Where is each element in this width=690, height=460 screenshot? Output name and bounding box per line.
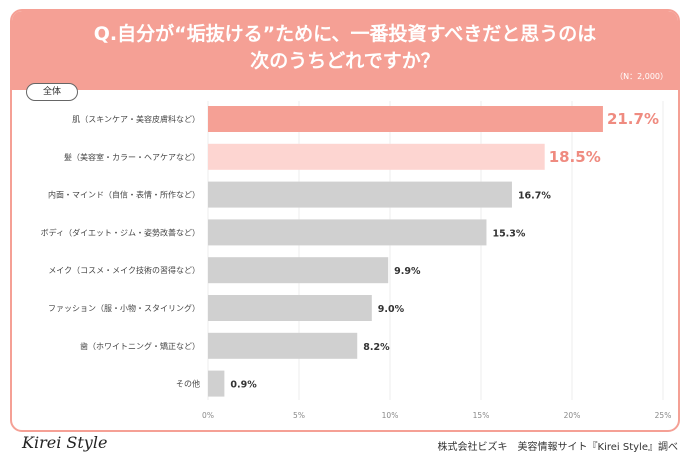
value-label: 8.2%: [363, 342, 390, 353]
x-tick-label: 15%: [473, 411, 490, 420]
bar: [208, 106, 603, 132]
chart-card: Q.自分が“垢抜ける”ために、一番投資すべきだと思うのは 次のうちどれですか？ …: [10, 9, 680, 432]
bar: [208, 257, 389, 284]
value-label: 16.7%: [518, 191, 551, 202]
bar: [208, 370, 225, 397]
value-label: 0.9%: [230, 380, 257, 391]
category-label: 内面・マインド（自信・表情・所作など）: [48, 190, 200, 200]
filter-badge: 全体: [26, 83, 78, 101]
value-label: 9.0%: [378, 304, 405, 315]
category-label: 肌（スキンケア・美容皮膚科など）: [72, 114, 200, 124]
kirei-style-logo: Kirei Style: [22, 433, 108, 452]
question-header: Q.自分が“垢抜ける”ために、一番投資すべきだと思うのは 次のうちどれですか？ …: [12, 11, 678, 90]
value-label: 9.9%: [394, 266, 421, 277]
x-tick-label: 25%: [655, 411, 672, 420]
x-tick-label: 10%: [382, 411, 399, 420]
bar: [208, 332, 358, 359]
category-label: ファッション（服・小物・スタイリング）: [48, 303, 200, 313]
chart-title: Q.自分が“垢抜ける”ために、一番投資すべきだと思うのは 次のうちどれですか？: [12, 11, 678, 75]
title-line-2: 次のうちどれですか？: [250, 50, 440, 72]
category-label: ボディ（ダイエット・ジム・姿勢改善など）: [41, 227, 200, 237]
bar: [208, 219, 487, 246]
sample-size: （N：2,000）: [615, 72, 668, 81]
bar: [208, 143, 545, 170]
x-tick-label: 0%: [202, 411, 214, 420]
title-line-1: Q.自分が“垢抜ける”ために、一番投資すべきだと思うのは: [93, 23, 597, 45]
value-label: 15.3%: [492, 228, 525, 239]
x-tick-label: 20%: [564, 411, 581, 420]
category-label: 髪（美容室・カラー・ヘアケアなど）: [64, 152, 200, 162]
category-label: 歯（ホワイトニング・矯正など）: [80, 341, 200, 351]
source-note: 株式会社ビズキ 美容情報サイト『Kirei Style』調べ: [437, 442, 678, 453]
value-label: 18.5%: [549, 148, 601, 166]
category-label: その他: [176, 379, 200, 389]
bar: [208, 181, 512, 208]
bar: [208, 295, 372, 321]
category-label: メイク（コスメ・メイク技術の習得など）: [48, 265, 200, 275]
value-label: 21.7%: [607, 110, 659, 128]
x-tick-label: 5%: [293, 411, 305, 420]
